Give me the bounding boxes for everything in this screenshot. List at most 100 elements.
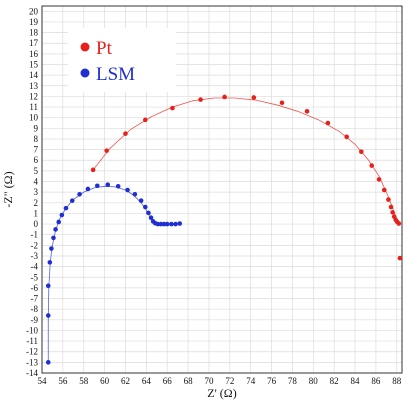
x-tick-label: 80 — [309, 376, 319, 386]
y-tick-label: 5 — [34, 166, 39, 176]
y-tick-label: 0 — [34, 219, 39, 229]
y-axis-label: -Z" (Ω) — [1, 171, 15, 207]
y-tick-label: -3 — [31, 251, 39, 261]
x-tick-label: 86 — [371, 376, 381, 386]
data-points — [45, 94, 403, 365]
y-tick-label: 3 — [34, 187, 39, 197]
x-tick-labels: 54 56 58 60 62 64 66 68 70 72 74 76 78 80 82 84 86 88 — [38, 376, 402, 386]
y-tick-label: 15 — [29, 60, 39, 70]
x-tick-label: 70 — [204, 376, 214, 386]
y-tick-label: 8 — [34, 134, 39, 144]
pt-data-point — [198, 97, 203, 102]
x-tick-label: 72 — [225, 376, 234, 386]
lsm-data-point — [85, 186, 91, 192]
pt-data-point — [397, 255, 403, 261]
lsm-data-point — [45, 283, 51, 289]
y-tick-label: 18 — [29, 28, 39, 38]
pt-data-point — [381, 187, 387, 193]
y-tick-label: -4 — [31, 262, 39, 272]
x-tick-label: 58 — [79, 376, 89, 386]
x-tick-label: 64 — [142, 376, 152, 386]
pt-data-point — [344, 134, 349, 140]
lsm-data-point — [45, 360, 51, 365]
lsm-data-point — [143, 204, 148, 210]
pt-data-point — [359, 149, 364, 155]
pt-data-point — [388, 204, 394, 210]
pt-data-point — [279, 100, 285, 106]
lsm-data-point — [47, 260, 53, 265]
lsm-data-point — [164, 221, 170, 227]
legend: Pt LSM — [68, 28, 176, 92]
y-tick-label: -7 — [31, 294, 39, 304]
y-tick-label: 20 — [29, 6, 39, 16]
x-tick-label: 88 — [392, 376, 402, 386]
y-tick-label: 19 — [29, 17, 39, 27]
y-tick-label: -11 — [26, 336, 38, 346]
x-tick-label: 62 — [121, 376, 130, 386]
y-tick-label: -8 — [31, 304, 39, 314]
lsm-data-point — [105, 182, 111, 188]
lsm-data-point — [51, 235, 56, 241]
legend-label-pt: Pt — [96, 38, 113, 59]
x-tick-label: 74 — [246, 376, 256, 386]
x-tick-label: 60 — [100, 376, 110, 386]
pt-data-point — [325, 120, 331, 126]
y-tick-labels: -14-13-12-11-10-9-8-7-6-5-4-3-2-10123456… — [26, 6, 39, 378]
y-tick-label: 13 — [29, 81, 39, 91]
x-tick-label: 76 — [267, 376, 277, 386]
y-tick-label: -12 — [26, 347, 38, 357]
pt-fit-line — [92, 97, 400, 225]
y-tick-label: 17 — [29, 38, 39, 48]
pt-data-point — [251, 95, 257, 100]
y-tick-label: -13 — [26, 357, 38, 367]
plot-frame — [41, 5, 403, 374]
y-tick-label: 6 — [34, 155, 39, 165]
lsm-data-point — [125, 187, 130, 193]
x-tick-label: 84 — [351, 376, 361, 386]
y-tick-label: -2 — [31, 240, 39, 250]
lsm-data-point — [95, 183, 100, 189]
lsm-data-point — [53, 227, 58, 232]
lsm-data-point — [63, 205, 69, 211]
lsm-data-point — [146, 210, 151, 216]
lsm-data-point — [115, 184, 121, 189]
pt-data-point — [222, 94, 227, 100]
y-tick-label: -6 — [31, 283, 39, 293]
legend-label-lsm: LSM — [96, 64, 135, 85]
lsm-data-point — [169, 221, 174, 227]
lsm-data-point — [148, 215, 154, 220]
y-tick-label: 7 — [34, 145, 39, 155]
x-tick-label: 78 — [288, 376, 298, 386]
lsm-data-point — [138, 198, 144, 203]
y-tick-label: -10 — [26, 325, 38, 335]
lsm-data-point — [177, 221, 183, 226]
y-tick-label: 10 — [29, 113, 39, 123]
pt-data-point — [386, 197, 391, 202]
y-tick-label: -1 — [31, 230, 39, 240]
x-axis-label: Z' (Ω) — [207, 386, 236, 400]
y-tick-label: 12 — [29, 91, 38, 101]
lsm-data-point — [69, 198, 75, 203]
lsm-data-point — [77, 191, 82, 197]
legend-marker-pt — [80, 42, 90, 52]
pt-data-point — [170, 105, 175, 111]
pt-data-point — [90, 167, 96, 173]
lsm-data-point — [45, 313, 51, 318]
pt-data-point — [390, 210, 395, 215]
pt-data-point — [396, 221, 402, 226]
lsm-data-point — [56, 219, 61, 225]
x-tick-label: 68 — [184, 376, 194, 386]
x-tick-label: 56 — [58, 376, 68, 386]
y-tick-label: -9 — [31, 315, 39, 325]
lsm-data-point — [59, 212, 65, 218]
x-tick-label: 82 — [330, 376, 339, 386]
y-tick-label: -14 — [26, 368, 38, 378]
y-tick-label: 14 — [29, 70, 39, 80]
y-tick-label: 2 — [34, 198, 39, 208]
y-tick-label: 1 — [34, 208, 39, 218]
x-tick-label: 66 — [163, 376, 173, 386]
y-tick-label: -5 — [31, 272, 39, 282]
lsm-data-point — [132, 191, 138, 197]
y-tick-label: 4 — [34, 177, 39, 187]
y-tick-label: 16 — [29, 49, 39, 59]
